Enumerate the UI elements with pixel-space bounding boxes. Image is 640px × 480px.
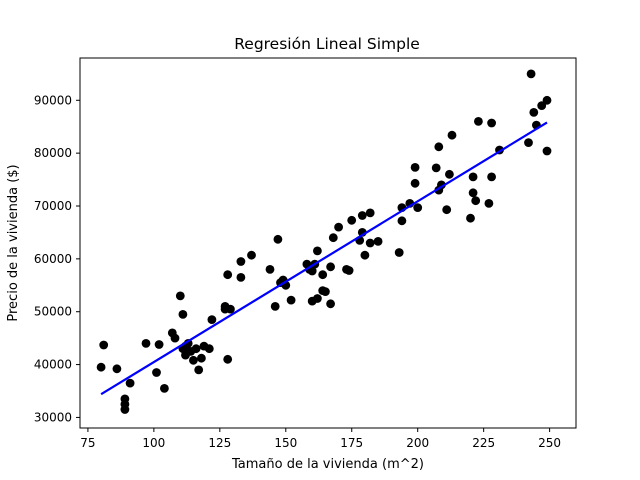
data-point xyxy=(434,142,444,152)
data-point xyxy=(152,368,161,377)
data-point xyxy=(410,163,420,172)
y-axis: 30000 40000 50000 60000 70000 80000 90000 xyxy=(34,93,80,424)
data-point xyxy=(328,233,338,243)
data-point xyxy=(321,287,330,296)
data-point xyxy=(410,178,420,188)
data-point xyxy=(313,246,322,256)
data-point xyxy=(207,315,217,324)
data-point xyxy=(141,339,151,348)
data-point xyxy=(226,304,235,314)
data-point xyxy=(445,169,454,179)
data-point xyxy=(247,250,256,260)
x-tick-label: 100 xyxy=(142,436,165,450)
data-point xyxy=(223,270,233,280)
data-point xyxy=(542,146,552,156)
data-point xyxy=(471,196,481,206)
data-point xyxy=(236,257,246,266)
data-point xyxy=(474,117,483,126)
y-tick-label: 30000 xyxy=(34,410,72,424)
data-point xyxy=(125,378,135,388)
data-point xyxy=(344,266,354,275)
x-tick-label: 125 xyxy=(208,436,231,450)
data-point xyxy=(326,299,335,309)
regression-line xyxy=(100,121,548,396)
data-point xyxy=(265,265,275,274)
data-point xyxy=(270,302,280,311)
x-tick-label: 175 xyxy=(340,436,363,450)
y-tick-label: 40000 xyxy=(34,358,72,372)
data-point xyxy=(197,353,206,363)
data-point xyxy=(223,354,233,364)
x-tick-label: 150 xyxy=(274,436,297,450)
data-point xyxy=(170,333,180,343)
data-point xyxy=(365,208,375,218)
y-tick-label: 90000 xyxy=(34,93,72,107)
data-point xyxy=(178,310,188,319)
data-point xyxy=(487,172,496,182)
data-point xyxy=(542,95,552,105)
data-point xyxy=(365,238,375,248)
data-point xyxy=(204,344,214,354)
data-point xyxy=(447,130,457,140)
data-point xyxy=(273,234,283,244)
data-point xyxy=(236,273,246,282)
data-point xyxy=(99,340,109,350)
data-point xyxy=(175,291,185,301)
y-tick-label: 80000 xyxy=(34,146,72,160)
y-axis-label: Precio de la vivienda ($) xyxy=(6,164,21,321)
data-point xyxy=(160,384,169,393)
chart-title: Regresión Lineal Simple xyxy=(234,35,420,53)
data-point xyxy=(360,250,370,260)
data-point xyxy=(394,248,404,257)
data-point xyxy=(468,188,478,198)
x-axis-label: Tamaño de la vivienda (m^2) xyxy=(231,457,424,472)
x-tick-label: 200 xyxy=(406,436,429,450)
y-tick-label: 70000 xyxy=(34,199,72,213)
data-point xyxy=(120,394,130,404)
data-point xyxy=(286,295,296,305)
data-point xyxy=(487,118,496,128)
data-point xyxy=(529,108,539,117)
data-point xyxy=(194,365,204,375)
data-layer xyxy=(96,69,552,414)
data-point xyxy=(442,205,452,215)
data-point xyxy=(154,340,164,349)
data-point xyxy=(484,199,494,208)
x-tick-label: 250 xyxy=(538,436,561,450)
data-point xyxy=(373,237,383,246)
data-point xyxy=(347,215,357,225)
x-axis: 75 100 125 150 175 200 225 250 xyxy=(80,428,561,450)
data-point xyxy=(326,262,335,272)
data-point xyxy=(189,355,198,365)
data-point xyxy=(357,211,367,220)
data-point xyxy=(413,203,423,213)
data-point xyxy=(191,344,201,354)
data-point xyxy=(313,294,322,303)
y-tick-label: 50000 xyxy=(34,305,72,319)
x-tick-label: 75 xyxy=(80,436,95,450)
data-point xyxy=(431,163,441,173)
data-point xyxy=(318,270,328,280)
data-point xyxy=(526,69,536,79)
data-point xyxy=(397,216,407,226)
y-tick-label: 60000 xyxy=(34,252,72,266)
data-point xyxy=(524,138,533,148)
data-point xyxy=(112,364,122,374)
data-point xyxy=(468,172,478,182)
data-point xyxy=(466,213,475,223)
data-point xyxy=(96,362,106,372)
x-tick-label: 225 xyxy=(472,436,495,450)
data-point xyxy=(307,266,317,276)
data-point xyxy=(334,222,343,232)
